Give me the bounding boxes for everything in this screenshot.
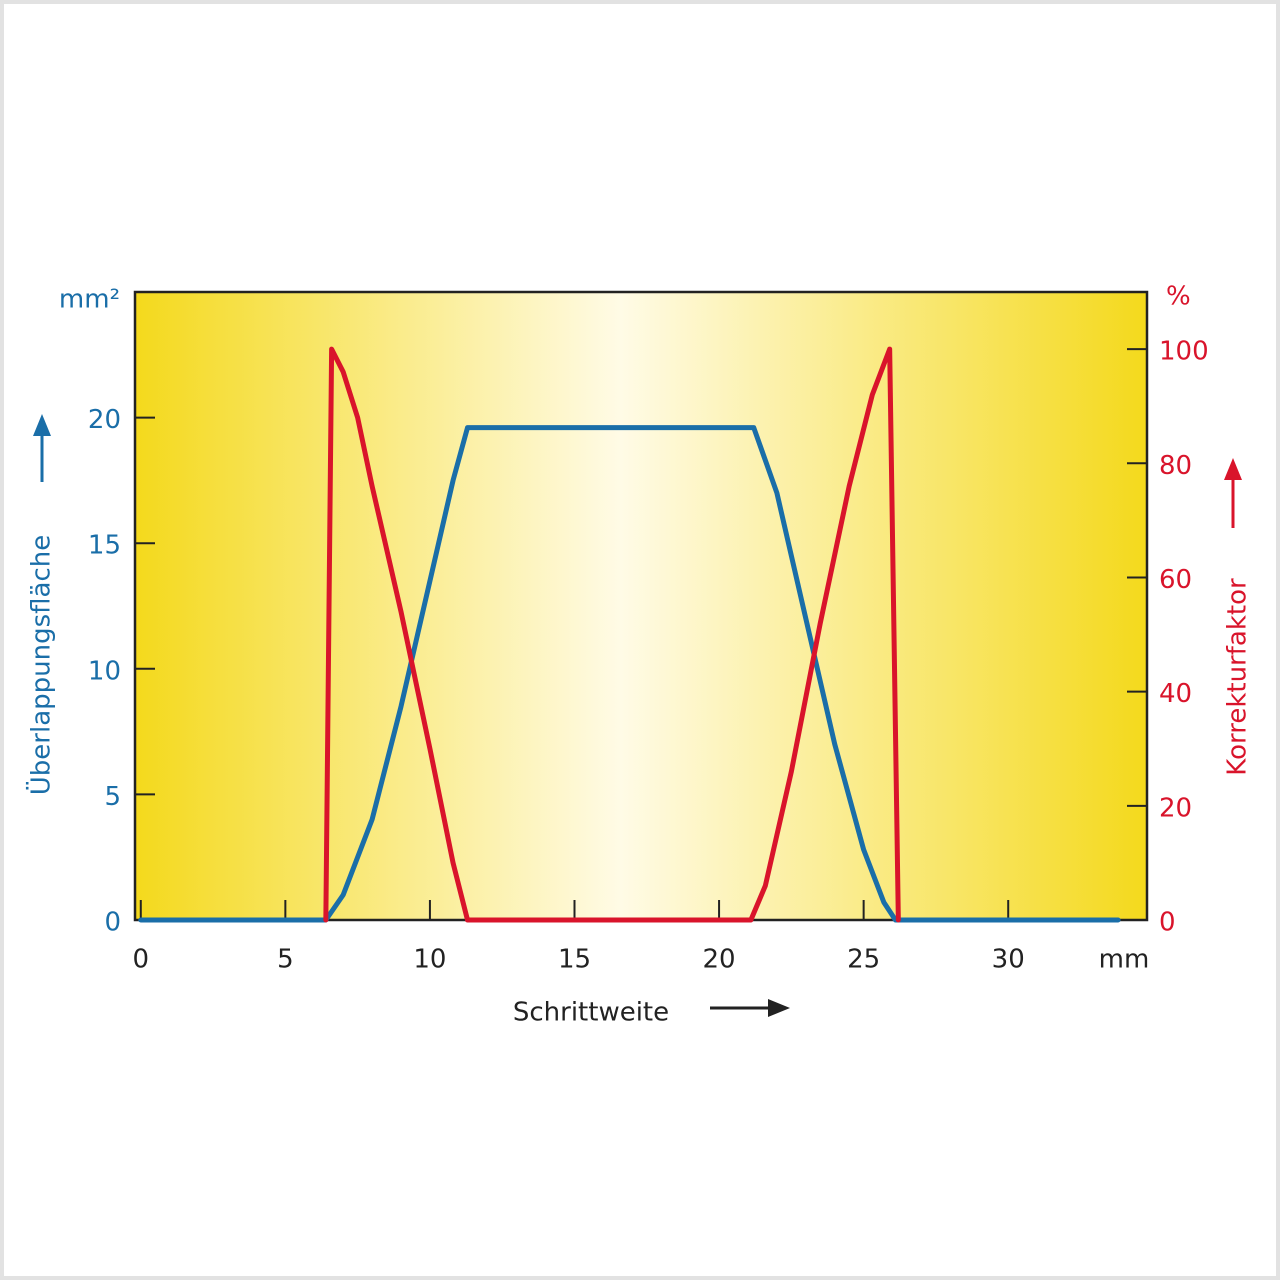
x-tick-label: 10 (413, 945, 446, 975)
y-unit: mm² (59, 285, 120, 315)
y2-tick-label: 80 (1159, 451, 1192, 481)
y2-tick-label: 60 (1159, 565, 1192, 595)
y-label: Überlappungsfläche (25, 535, 57, 795)
x-tick-label: 25 (847, 945, 880, 975)
x-tick-label: 5 (277, 945, 294, 975)
y2-tick-label: 100 (1159, 337, 1209, 367)
y2-unit: % (1166, 282, 1191, 312)
y2-tick-label: 0 (1159, 908, 1176, 938)
y2-tick-label: 40 (1159, 679, 1192, 709)
y-tick-label: 10 (88, 656, 121, 686)
line (323, 346, 901, 923)
x-label: Schrittweite (513, 998, 669, 1028)
y-tick-label: 5 (104, 782, 121, 812)
x-unit: mm (1099, 945, 1150, 975)
line (138, 425, 1121, 923)
x-tick-label: 20 (703, 945, 736, 975)
x-tick-label: 15 (558, 945, 591, 975)
y2-label: Korrekturfaktor (1223, 578, 1253, 776)
x-tick-label: 30 (992, 945, 1025, 975)
x-arrow (710, 999, 790, 1017)
y-arrow (33, 414, 51, 482)
y2-arrow (1224, 458, 1242, 528)
y-tick-label: 20 (88, 405, 121, 435)
y-tick-label: 0 (104, 908, 121, 938)
plot-area (133, 290, 1149, 922)
y-tick-label: 15 (88, 531, 121, 561)
x-tick-label: 0 (133, 945, 150, 975)
y2-tick-label: 20 (1159, 793, 1192, 823)
